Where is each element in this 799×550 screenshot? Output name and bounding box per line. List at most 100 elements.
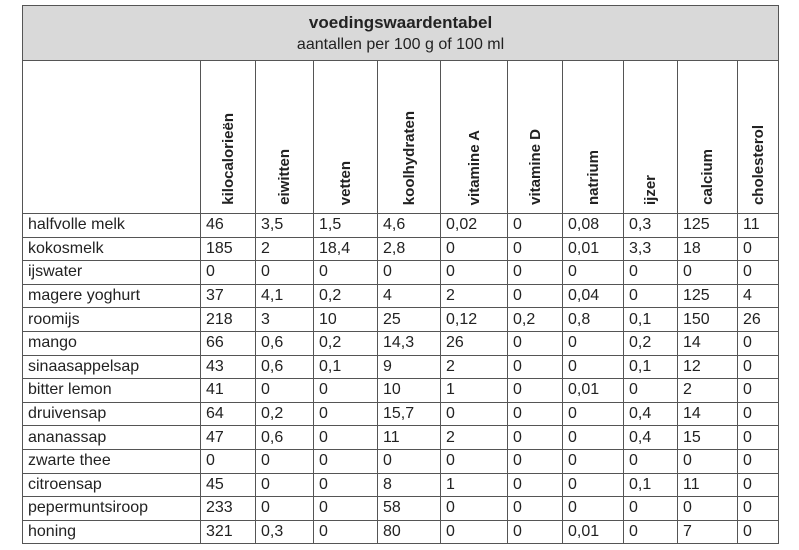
cell: 125: [677, 213, 738, 238]
cell: 0,2: [507, 307, 563, 332]
cell: 7: [677, 519, 738, 545]
column-header: cholesterol: [736, 60, 780, 214]
cell: 3: [255, 307, 314, 332]
cell: 4: [377, 283, 441, 309]
corner-cell: [22, 60, 201, 214]
table-row: mango 66 0,6 0,2 14,3 26 0 0 0,2 14 0: [22, 330, 780, 356]
cell: 0: [440, 401, 508, 427]
cell: 0: [255, 448, 314, 474]
cell: 0,01: [562, 378, 624, 403]
cell: 0,4: [623, 401, 678, 427]
cell: 0: [255, 496, 314, 521]
cell: 26: [440, 330, 508, 356]
cell: 0,4: [623, 425, 678, 450]
column-label: natrium: [584, 149, 602, 205]
table-row: citroensap 45 0 0 8 1 0 0 0,1 11 0: [22, 472, 780, 498]
table-row: honing 321 0,3 0 80 0 0 0,01 0 7 0: [22, 519, 780, 545]
cell: 0: [736, 519, 780, 545]
cell: 14: [677, 330, 738, 356]
cell: 0: [313, 401, 378, 427]
cell: 41: [200, 378, 256, 403]
cell: 150: [677, 307, 738, 332]
cell: 0: [440, 519, 508, 545]
cell: 14: [677, 401, 738, 427]
cell: 1: [440, 378, 508, 403]
cell: 0: [507, 236, 563, 262]
cell: 0,1: [313, 354, 378, 380]
cell: 1,5: [313, 213, 378, 238]
column-label: ijzer: [642, 174, 659, 205]
row-label: ananassap: [22, 425, 201, 450]
cell: 0,1: [623, 307, 678, 332]
cell: 11: [677, 472, 738, 498]
cell: 0: [736, 425, 780, 450]
cell: 0: [562, 401, 624, 427]
column-header-row: kilocalorieën eiwitten vetten koolhydraten v…: [22, 60, 780, 214]
cell: 0: [736, 330, 780, 356]
cell: 0: [255, 472, 314, 498]
cell: 0: [623, 496, 678, 521]
cell: 0: [623, 283, 678, 309]
cell: 0: [440, 448, 508, 474]
table-row: sinaasappelsap 43 0,6 0,1 9 2 0 0 0,1 12 0: [22, 354, 780, 380]
cell: 0,2: [313, 283, 378, 309]
cell: 0,3: [623, 213, 678, 238]
cell: 18,4: [313, 236, 378, 262]
column-header: calcium: [677, 60, 738, 214]
cell: 0: [313, 378, 378, 403]
cell: 0,04: [562, 283, 624, 309]
cell: 0,2: [623, 330, 678, 356]
cell: 64: [200, 401, 256, 427]
cell: 2: [440, 354, 508, 380]
cell: 0: [562, 354, 624, 380]
cell: 0: [562, 425, 624, 450]
column-label: koolhydraten: [400, 110, 418, 205]
cell: 0: [562, 472, 624, 498]
cell: 0: [736, 401, 780, 427]
cell: 10: [377, 378, 441, 403]
cell: 0: [507, 401, 563, 427]
row-label: mango: [22, 330, 201, 356]
column-label: vetten: [337, 160, 354, 205]
cell: 80: [377, 519, 441, 545]
cell: 0: [507, 260, 563, 285]
cell: 46: [200, 213, 256, 238]
row-label: ijswater: [22, 260, 201, 285]
cell: 0: [623, 519, 678, 545]
cell: 0,8: [562, 307, 624, 332]
cell: 0: [200, 260, 256, 285]
cell: 4,6: [377, 213, 441, 238]
cell: 0: [313, 519, 378, 545]
cell: 0: [507, 330, 563, 356]
title-cell: voedingswaardentabel aantallen per 100 g…: [21, 5, 780, 61]
cell: 0: [623, 260, 678, 285]
cell: 0: [313, 472, 378, 498]
cell: 37: [200, 283, 256, 309]
cell: 2: [677, 378, 738, 403]
cell: 0: [677, 260, 738, 285]
row-label: citroensap: [22, 472, 201, 498]
row-label: zwarte thee: [22, 448, 201, 474]
cell: 0: [507, 283, 563, 309]
table-row: kokosmelk 185 2 18,4 2,8 0 0 0,01 3,3 18 0: [22, 236, 780, 262]
cell: 0: [313, 448, 378, 474]
cell: 233: [200, 496, 256, 521]
cell: 0: [440, 236, 508, 262]
column-header: eiwitten: [255, 60, 314, 214]
cell: 0: [562, 330, 624, 356]
cell: 0: [377, 260, 441, 285]
cell: 1: [440, 472, 508, 498]
cell: 58: [377, 496, 441, 521]
cell: 45: [200, 472, 256, 498]
cell: 66: [200, 330, 256, 356]
cell: 0: [255, 260, 314, 285]
table-row: zwarte thee 0 0 0 0 0 0 0 0 0 0: [22, 448, 780, 474]
cell: 0: [377, 448, 441, 474]
cell: 0: [507, 496, 563, 521]
column-header: vitamine D: [507, 60, 563, 214]
cell: 0,6: [255, 425, 314, 450]
cell: 25: [377, 307, 441, 332]
column-label: vitamine D: [526, 129, 544, 205]
cell: 0,01: [562, 519, 624, 545]
